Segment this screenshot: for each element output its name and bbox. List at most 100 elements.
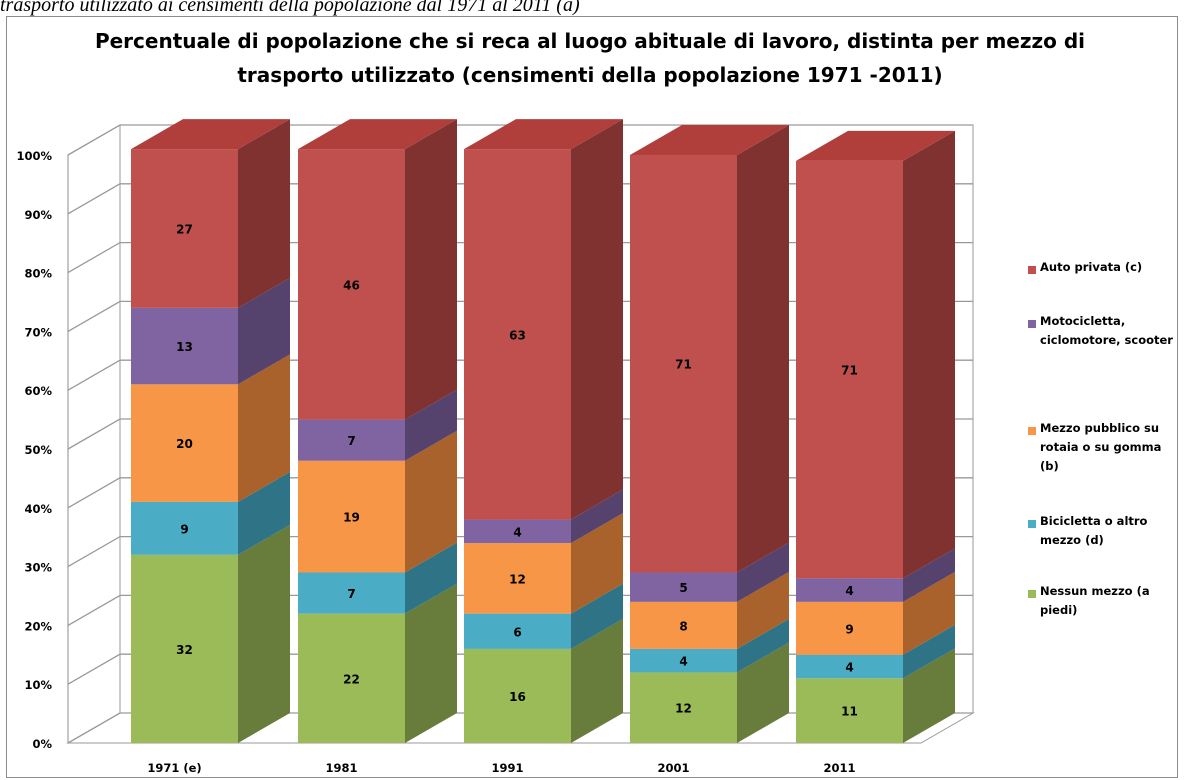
legend-label: Auto privata (c) (1040, 260, 1143, 274)
bar-segment (464, 613, 571, 649)
bar-segment (298, 613, 405, 743)
data-label: 4 (679, 655, 687, 669)
chart-frame (6, 16, 1178, 778)
bar-segment (298, 149, 405, 420)
y-tick-label: 50% (24, 443, 52, 457)
bar-segment-side (737, 642, 789, 743)
legend-item: Nessun mezzo (a piedi) (1028, 584, 1183, 620)
bar-segment (131, 554, 238, 743)
bar-segment (796, 160, 903, 579)
bar-top (464, 119, 623, 150)
bar-top (796, 130, 955, 161)
figure-caption: trasporto utilizzato ai censimenti della… (0, 0, 580, 16)
bar-segment (464, 519, 571, 544)
legend-label: Bicicletta o altro mezzo (d) (1040, 514, 1148, 547)
data-label: 71 (841, 364, 858, 378)
data-label: 32 (176, 643, 193, 657)
data-label: 9 (845, 622, 853, 636)
y-tick-label: 100% (16, 149, 52, 163)
bar-segment (131, 384, 238, 502)
legend-swatch (1028, 320, 1036, 328)
bar-segment-side (903, 624, 955, 679)
bar-segment (796, 578, 903, 602)
bar-segment-side (405, 430, 457, 573)
bar-segment-side (903, 548, 955, 602)
y-tick-label: 90% (24, 208, 52, 222)
bar-segment (630, 601, 737, 649)
data-label: 63 (509, 328, 526, 342)
bar-segment-side (737, 618, 789, 673)
bar-segment-side (405, 119, 457, 420)
data-label: 7 (347, 434, 355, 448)
x-tick-label: 1981 (325, 761, 357, 775)
y-tick-label: 10% (24, 678, 52, 692)
data-label: 46 (343, 278, 360, 292)
bar-segment-side (571, 119, 623, 520)
bar-segment-side (405, 542, 457, 614)
legend-swatch (1028, 266, 1036, 274)
y-tick-label: 20% (24, 619, 52, 633)
data-label: 20 (176, 437, 193, 451)
bar-segment-side (737, 571, 789, 649)
y-tick-label: 30% (24, 561, 52, 575)
legend-swatch (1028, 427, 1036, 435)
x-tick-label: 2001 (657, 761, 689, 775)
bar-segment (630, 648, 737, 673)
data-label: 4 (845, 584, 853, 598)
data-label: 16 (509, 690, 526, 704)
chart-title-line-1: Percentuale di popolazione che si reca a… (94, 29, 1086, 53)
data-label: 71 (675, 358, 692, 372)
data-label: 19 (343, 511, 360, 525)
bar-segment-side (238, 277, 290, 385)
bar-segment (131, 149, 238, 308)
bar-segment (298, 572, 405, 614)
bar-segment (464, 648, 571, 743)
legend-item: Motocicletta, ciclomotore, scooter (1028, 314, 1183, 350)
bar-segment (796, 678, 903, 743)
bar-segment-side (238, 471, 290, 555)
bar-segment (298, 419, 405, 461)
legend-swatch (1028, 520, 1036, 528)
data-label: 6 (513, 625, 521, 639)
data-label: 9 (180, 522, 188, 536)
y-tick-label: 70% (24, 325, 52, 339)
bar-segment-side (903, 571, 955, 655)
data-label: 22 (343, 672, 360, 686)
legend-item: Bicicletta o altro mezzo (d) (1028, 514, 1183, 550)
y-tick-label: 80% (24, 267, 52, 281)
bar-segment (796, 654, 903, 679)
bar-segment (630, 672, 737, 743)
bar-segment-side (238, 119, 290, 308)
data-label: 8 (679, 619, 687, 633)
y-tick-label: 60% (24, 384, 52, 398)
legend-swatch (1028, 590, 1036, 598)
x-tick-label: 1971 (e) (147, 761, 201, 775)
bar-segment (796, 601, 903, 655)
y-tick-label: 0% (32, 737, 52, 751)
bar-segment-side (571, 513, 623, 614)
bar-segment-side (571, 489, 623, 544)
y-tick-label: 40% (24, 502, 52, 516)
legend-label: Nessun mezzo (a piedi) (1040, 584, 1150, 617)
x-tick-label: 1991 (491, 761, 523, 775)
legend-item: Mezzo pubblico su rotaia o su gomma (b) (1028, 421, 1183, 476)
x-tick-label: 2011 (823, 761, 855, 775)
bar-segment-side (238, 524, 290, 743)
bar-segment-side (238, 354, 290, 502)
bar-segment (630, 572, 737, 602)
data-label: 7 (347, 587, 355, 601)
bar-top (131, 119, 290, 150)
data-label: 5 (679, 581, 687, 595)
data-label: 27 (176, 223, 193, 237)
bar-segment (464, 149, 571, 520)
legend-label: Motocicletta, ciclomotore, scooter (1040, 314, 1173, 347)
bar-segment (630, 155, 737, 573)
data-label: 12 (675, 702, 692, 716)
bar-segment-side (571, 618, 623, 743)
data-label: 4 (513, 525, 521, 539)
data-label: 13 (176, 340, 193, 354)
legend-item: Auto privata (c) (1028, 260, 1183, 277)
bar-segment-side (903, 648, 955, 743)
bar-segment (131, 307, 238, 385)
